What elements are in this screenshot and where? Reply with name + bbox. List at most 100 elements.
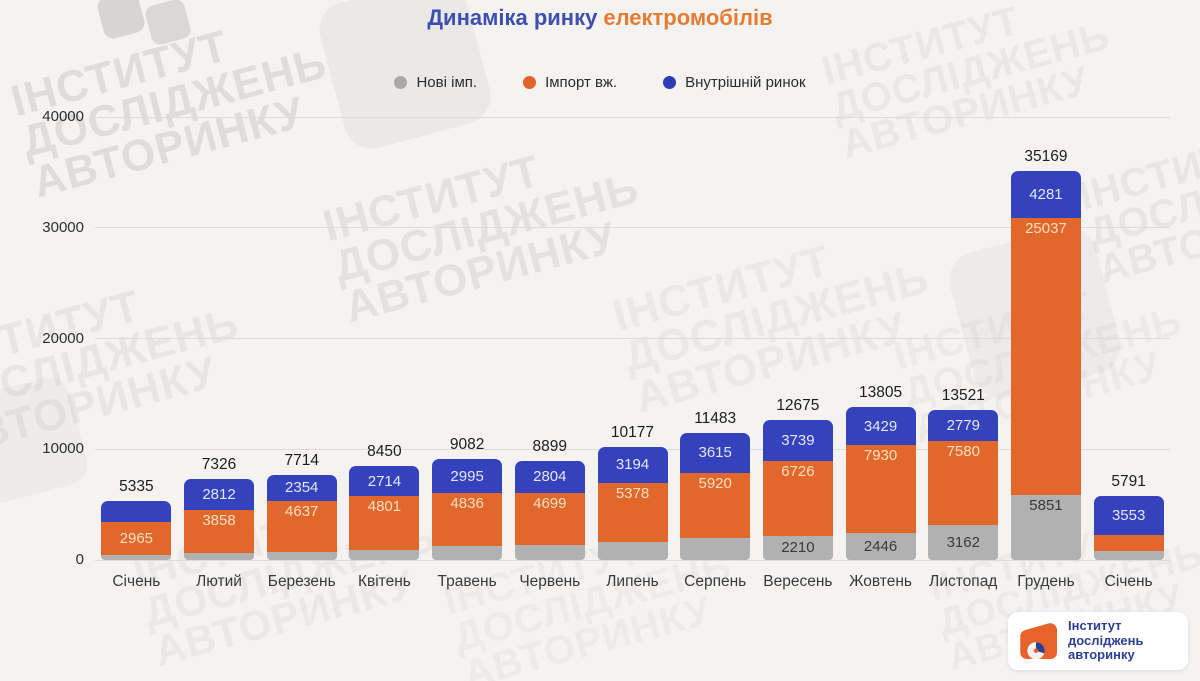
bar-лютий-1[interactable]: 2812 3858 xyxy=(184,478,255,560)
bar-segment: 7930 xyxy=(845,445,916,533)
segment-value-label: 7930 xyxy=(863,447,898,465)
x-axis-label: Лютий xyxy=(196,573,242,590)
segment-value-label: 2779 xyxy=(946,417,980,435)
bar-segment: 6726 xyxy=(762,461,833,536)
bar-total-label: 10177 xyxy=(610,424,655,442)
segment-value-label: 3858 xyxy=(202,512,236,530)
bar-березень-2[interactable]: 2354 4637 xyxy=(266,474,337,560)
segment-value-label: 2804 xyxy=(533,468,567,486)
bar-січень-0[interactable]: 2965 xyxy=(101,500,172,560)
bar-segment: 2965 xyxy=(101,521,172,555)
bar-segment: 2779 xyxy=(928,410,999,442)
bar-segment: 5920 xyxy=(680,472,751,539)
gridline xyxy=(95,116,1170,118)
x-axis-label: Січень xyxy=(1104,573,1153,590)
segment-value-label: 5851 xyxy=(1029,497,1063,515)
segment-value-label: 2714 xyxy=(367,472,402,490)
bar-segment xyxy=(266,551,337,560)
logo-car-icon xyxy=(1020,623,1057,660)
bar-segment: 3162 xyxy=(928,524,999,560)
segment-value-label: 5920 xyxy=(698,474,732,492)
legend-dot-gray-icon xyxy=(394,76,408,89)
segment-value-label: 4281 xyxy=(1029,185,1063,203)
bar-грудень-11[interactable]: 4281 25037 5851 xyxy=(1010,170,1081,560)
legend-item-internal-market: Внутрішній ринок xyxy=(663,74,806,91)
legend-label: Внутрішній ринок xyxy=(685,74,806,91)
segment-value-label: 2995 xyxy=(450,467,484,485)
bar-квітень-3[interactable]: 2714 4801 xyxy=(349,466,420,560)
bar-січень-12[interactable]: 3553 xyxy=(1093,495,1164,560)
bar-segment: 2714 xyxy=(349,466,420,497)
bar-segment: 3858 xyxy=(184,510,255,553)
bar-вересень-8[interactable]: 3739 6726 2210 xyxy=(762,419,833,560)
segment-value-label: 4836 xyxy=(450,494,484,512)
gridline xyxy=(95,338,1170,339)
bar-segment: 2210 xyxy=(762,535,833,560)
y-axis-tick-label: 40000 xyxy=(42,108,84,125)
bar-segment: 2812 xyxy=(184,478,255,511)
bar-segment: 4637 xyxy=(266,500,337,552)
y-axis-tick-label: 30000 xyxy=(42,218,84,236)
segment-value-label: 25037 xyxy=(1025,219,1067,237)
bar-липень-6[interactable]: 3194 5378 xyxy=(597,447,668,560)
bar-жовтень-9[interactable]: 3429 7930 2446 xyxy=(845,407,916,560)
bar-segment: 5851 xyxy=(1010,495,1081,560)
bar-total-label: 35169 xyxy=(1024,147,1068,165)
bar-total-label: 8899 xyxy=(532,438,568,456)
segment-value-label: 6726 xyxy=(781,463,815,481)
x-axis-baseline xyxy=(95,559,1170,561)
bar-segment: 4801 xyxy=(349,496,420,550)
bar-total-label: 13521 xyxy=(941,387,985,405)
bar-segment: 4281 xyxy=(1010,170,1081,218)
segment-value-label: 7580 xyxy=(946,443,980,461)
bar-segment: 2804 xyxy=(514,461,585,493)
segment-value-label: 5378 xyxy=(615,484,650,502)
x-axis-label: Грудень xyxy=(1017,573,1075,590)
bar-червень-5[interactable]: 2804 4699 xyxy=(514,461,585,560)
gridline xyxy=(95,227,1170,229)
bar-segment: 2354 xyxy=(266,474,337,501)
legend-dot-orange-icon xyxy=(523,76,537,89)
bar-segment xyxy=(514,544,585,560)
bar-total-label: 8450 xyxy=(367,443,402,461)
bar-total-label: 5335 xyxy=(119,477,154,495)
chart-title-accent: електромобілів xyxy=(603,5,773,30)
bar-segment: 3429 xyxy=(845,407,916,446)
x-axis-label: Січень xyxy=(112,573,161,590)
bar-segment xyxy=(1093,550,1164,560)
bar-segment xyxy=(101,500,172,522)
bar-листопад-10[interactable]: 2779 7580 3162 xyxy=(928,410,999,560)
segment-value-label: 4699 xyxy=(533,494,567,512)
bar-segment: 7580 xyxy=(928,441,999,525)
x-axis-label: Серпень xyxy=(684,573,747,590)
x-axis-label: Жовтень xyxy=(849,573,912,590)
brand-logo-line: Інститут xyxy=(1068,618,1122,634)
bar-segment: 25037 xyxy=(1010,217,1081,496)
legend-item-used-import: Імпорт вж. xyxy=(523,74,617,91)
bar-segment xyxy=(1093,535,1164,551)
bar-segment xyxy=(597,542,668,560)
chart-title: Динаміка ринку електромобілів xyxy=(0,5,1200,31)
segment-value-label: 3162 xyxy=(946,533,980,551)
legend-dot-blue-icon xyxy=(663,76,677,89)
bar-total-label: 5791 xyxy=(1111,472,1146,490)
bar-травень-4[interactable]: 2995 4836 xyxy=(432,459,503,560)
x-axis-label: Вересень xyxy=(763,573,833,590)
bar-segment xyxy=(680,538,751,560)
segment-value-label: 2446 xyxy=(863,537,898,555)
bar-segment: 3194 xyxy=(597,447,668,483)
segment-value-label: 2354 xyxy=(285,479,319,497)
bar-segment xyxy=(184,552,255,560)
segment-value-label: 2210 xyxy=(781,539,815,557)
bar-total-label: 9082 xyxy=(449,436,485,454)
x-axis-label: Липень xyxy=(606,573,659,590)
segment-value-label: 3194 xyxy=(615,456,650,474)
brand-logo-text: Інститут досліджень авторинку xyxy=(1068,619,1144,663)
x-axis-label: Червень xyxy=(519,573,581,590)
legend-label: Нові імп. xyxy=(416,74,478,91)
bar-серпень-7[interactable]: 3615 5920 xyxy=(680,432,751,560)
bar-total-label: 12675 xyxy=(776,396,820,414)
segment-value-label: 4637 xyxy=(285,502,319,520)
x-axis-label: Березень xyxy=(267,573,336,590)
x-axis-label: Травень xyxy=(437,573,497,590)
